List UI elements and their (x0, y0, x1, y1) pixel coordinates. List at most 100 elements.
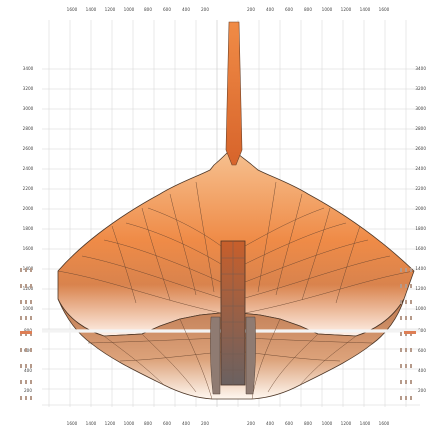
left-marker (30, 316, 32, 320)
right-marker (400, 348, 402, 352)
right-marker (410, 396, 412, 400)
top-tick-label: 1400 (360, 7, 371, 12)
right-marker (400, 300, 402, 304)
right-tick-label: 200 (418, 388, 426, 393)
mast-fin (225, 21, 243, 166)
left-tick-label: 600 (24, 348, 32, 353)
top-tick-label: 200 (247, 7, 255, 12)
right-marker (405, 316, 407, 320)
bottom-tick-label: 600 (285, 421, 293, 426)
left-tick-label: 3200 (23, 86, 34, 91)
right-tick-label: 3200 (415, 86, 426, 91)
top-tick-label: 1200 (105, 7, 116, 12)
right-marker (405, 348, 407, 352)
top-tick-label: 1600 (379, 7, 390, 12)
right-marker (400, 268, 402, 272)
left-tick-label: 1400 (23, 266, 34, 271)
bottom-tick-label: 1000 (124, 421, 135, 426)
left-marker (25, 364, 27, 368)
left-tick-label: 3400 (23, 66, 34, 71)
bottom-tick-label: 400 (266, 421, 274, 426)
left-marker (25, 268, 27, 272)
right-tick-label: 2000 (415, 206, 426, 211)
right-marker (400, 396, 402, 400)
left-marker (30, 300, 32, 304)
left-marker (20, 300, 22, 304)
left-marker (20, 396, 22, 400)
left-marker (30, 396, 32, 400)
right-tick-label: 1000 (415, 306, 426, 311)
left-tick-label: 3000 (23, 106, 34, 111)
left-tick-label: 2800 (23, 126, 34, 131)
left-marker (25, 380, 27, 384)
left-marker (25, 396, 27, 400)
left-marker (25, 300, 27, 304)
right-marker (400, 332, 402, 336)
left-marker (20, 348, 22, 352)
right-tick-label: 400 (418, 368, 426, 373)
left-tick-label: 800 (24, 328, 32, 333)
top-tick-label: 400 (266, 7, 274, 12)
left-tick-label: 1000 (23, 306, 34, 311)
right-marker (400, 316, 402, 320)
right-marker (400, 284, 402, 288)
left-tick-label: 2000 (23, 206, 34, 211)
right-marker (410, 348, 412, 352)
right-marker (400, 364, 402, 368)
right-tick-label: 1800 (415, 226, 426, 231)
right-marker (405, 284, 407, 288)
top-tick-label: 1000 (322, 7, 333, 12)
left-marker (25, 348, 27, 352)
top-tick-label: 1000 (124, 7, 135, 12)
top-tick-label: 600 (163, 7, 171, 12)
inner-left-skeg (210, 316, 221, 395)
side-markers (20, 268, 416, 400)
right-tick-label: 1400 (415, 266, 426, 271)
inner-right-skeg (245, 316, 256, 395)
left-marker (25, 316, 27, 320)
left-tick-label: 400 (24, 368, 32, 373)
bottom-tick-label: 1600 (379, 421, 390, 426)
top-tick-label: 600 (285, 7, 293, 12)
bottom-tick-label: 600 (163, 421, 171, 426)
left-tick-label: 2400 (23, 166, 34, 171)
bottom-tick-label: 1200 (341, 421, 352, 426)
left-tick-label: 200 (24, 388, 32, 393)
hull-section-lines (57, 181, 415, 400)
bottom-tick-label: 200 (247, 421, 255, 426)
right-tick-label: 2800 (415, 126, 426, 131)
left-waterline-marker (20, 331, 32, 334)
right-marker (410, 380, 412, 384)
top-tick-label: 200 (201, 7, 209, 12)
right-marker (410, 364, 412, 368)
left-marker (30, 364, 32, 368)
left-marker (30, 380, 32, 384)
bottom-tick-label: 200 (201, 421, 209, 426)
left-tick-label: 2600 (23, 146, 34, 151)
top-tick-label: 800 (304, 7, 312, 12)
right-tick-label: 800 (418, 328, 426, 333)
left-tick-label: 1200 (23, 286, 34, 291)
top-tick-label: 1200 (341, 7, 352, 12)
bottom-tick-label: 1000 (322, 421, 333, 426)
right-marker (410, 284, 412, 288)
right-tick-label: 2600 (415, 146, 426, 151)
bottom-tick-label: 1200 (105, 421, 116, 426)
right-marker (410, 300, 412, 304)
right-tick-label: 3400 (415, 66, 426, 71)
top-tick-label: 400 (182, 7, 190, 12)
right-marker (405, 364, 407, 368)
left-tick-label: 1600 (23, 246, 34, 251)
left-marker (20, 364, 22, 368)
right-marker (405, 300, 407, 304)
right-tick-label: 1600 (415, 246, 426, 251)
bottom-tick-label: 1600 (67, 421, 78, 426)
left-tick-label: 1800 (23, 226, 34, 231)
left-marker (20, 380, 22, 384)
bottom-tick-label: 800 (144, 421, 152, 426)
right-tick-label: 1200 (415, 286, 426, 291)
right-marker (410, 268, 412, 272)
top-tick-label: 800 (144, 7, 152, 12)
right-tick-label: 2400 (415, 166, 426, 171)
